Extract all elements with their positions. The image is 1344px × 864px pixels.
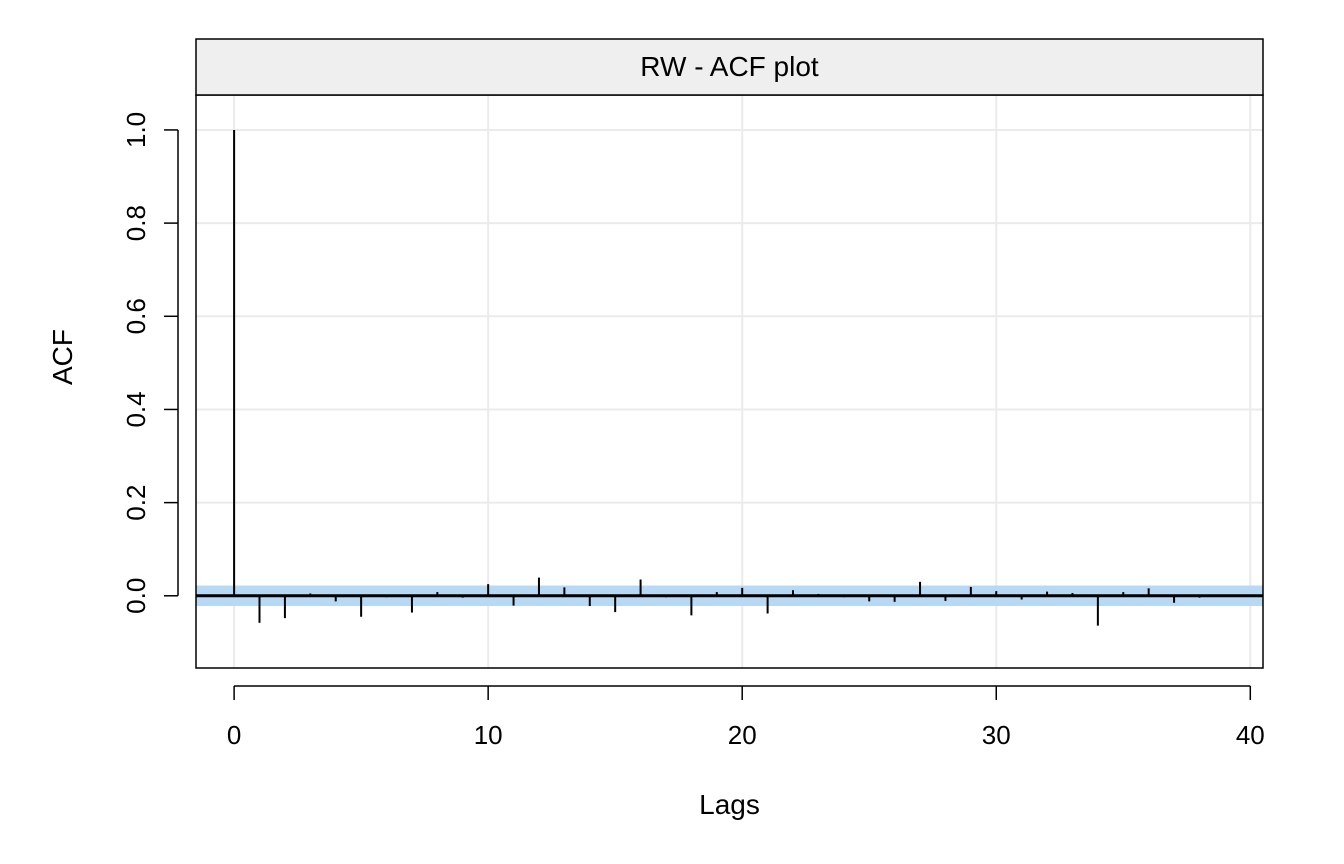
x-tick-label: 40 — [1236, 720, 1265, 750]
x-tick-label: 0 — [227, 720, 241, 750]
x-tick-label: 30 — [982, 720, 1011, 750]
x-tick-label: 20 — [728, 720, 757, 750]
x-axis-title: Lags — [699, 789, 760, 820]
acf-bars — [233, 129, 1226, 626]
y-tick-label: 0.8 — [121, 205, 151, 241]
plot-frame — [195, 94, 1264, 669]
x-axis: 0 10 20 30 40 — [227, 685, 1265, 750]
y-tick-label: 0.0 — [121, 578, 151, 614]
y-axis: 0.0 0.2 0.4 0.6 0.8 1.0 — [121, 112, 179, 614]
chart-title: RW - ACF plot — [640, 51, 819, 82]
y-tick-label: 0.4 — [121, 391, 151, 427]
y-tick-label: 0.6 — [121, 298, 151, 334]
y-tick-label: 0.2 — [121, 485, 151, 521]
title-strip — [195, 38, 1264, 96]
x-tick-label: 10 — [474, 720, 503, 750]
grid-lines — [196, 95, 1263, 668]
y-tick-label: 1.0 — [121, 112, 151, 148]
y-axis-title: ACF — [47, 329, 78, 385]
